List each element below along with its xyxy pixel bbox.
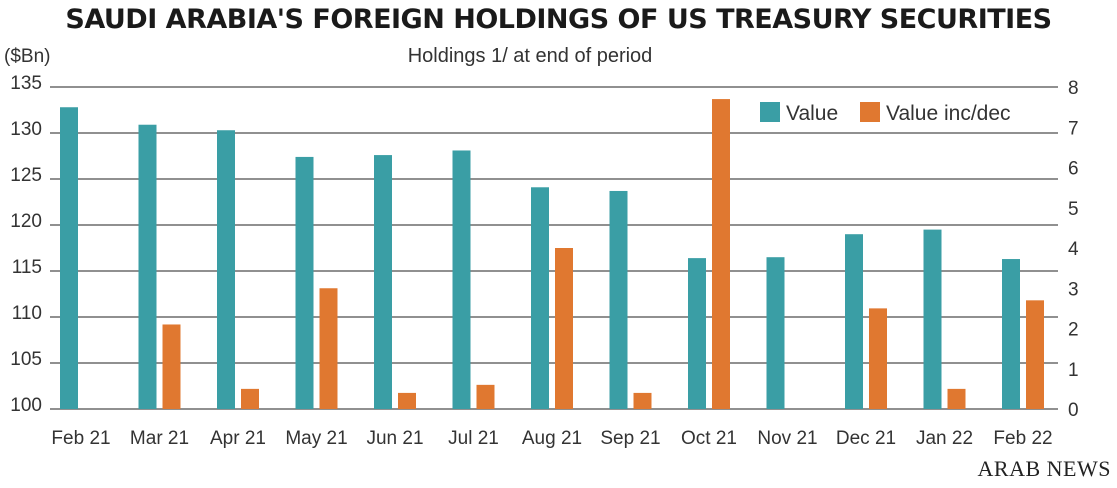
bar-value bbox=[374, 155, 392, 409]
bar-value bbox=[923, 229, 942, 409]
bar-value-inc-dec bbox=[712, 99, 730, 409]
y-tick-label-left: 125 bbox=[10, 165, 42, 186]
bar-value bbox=[531, 187, 549, 409]
x-tick-label: Aug 21 bbox=[522, 428, 582, 449]
y-tick-label-right: 8 bbox=[1068, 78, 1079, 99]
x-tick-label: Nov 21 bbox=[757, 428, 817, 449]
y-tick-label-right: 7 bbox=[1068, 118, 1079, 139]
bar-value bbox=[766, 257, 785, 409]
legend-label-value: Value bbox=[786, 102, 838, 125]
bar-value-inc-dec bbox=[398, 392, 416, 409]
legend-label-value-inc-dec: Value inc/dec bbox=[886, 102, 1011, 125]
y-tick-label-right: 6 bbox=[1068, 159, 1079, 180]
x-tick-label: Dec 21 bbox=[836, 428, 896, 449]
y-tick-label-left: 135 bbox=[10, 73, 42, 94]
bar-value bbox=[60, 107, 78, 410]
y-tick-label-right: 2 bbox=[1068, 320, 1079, 341]
bar-value bbox=[688, 258, 706, 409]
bar-value bbox=[609, 190, 628, 409]
bar-value-inc-dec bbox=[869, 308, 887, 409]
bar-value bbox=[452, 150, 471, 410]
brand-logo: ARAB NEWS bbox=[977, 456, 1111, 481]
legend-swatch-value bbox=[760, 102, 780, 122]
y-tick-label-right: 4 bbox=[1068, 239, 1079, 260]
y-tick-label-left: 110 bbox=[12, 303, 42, 324]
y-tick-label-right: 0 bbox=[1068, 400, 1079, 421]
x-tick-label: May 21 bbox=[285, 428, 347, 449]
y-tick-label-right: 1 bbox=[1068, 360, 1079, 381]
bar-value bbox=[217, 130, 235, 410]
x-tick-label: Sep 21 bbox=[600, 428, 660, 449]
bar-value-inc-dec bbox=[319, 288, 338, 409]
chart-title: SAUDI ARABIA'S FOREIGN HOLDINGS OF US TR… bbox=[65, 4, 1052, 35]
x-tick-label: Feb 21 bbox=[51, 428, 110, 449]
x-tick-label: Jun 21 bbox=[366, 428, 423, 449]
x-tick-label: Oct 21 bbox=[681, 428, 737, 449]
bar-value-inc-dec bbox=[476, 384, 495, 409]
bar-value bbox=[845, 234, 863, 409]
bar-value-inc-dec bbox=[241, 388, 259, 409]
y-tick-label-left: 100 bbox=[10, 395, 42, 416]
y-tick-label-left: 115 bbox=[12, 257, 42, 278]
bar-value-inc-dec bbox=[555, 248, 573, 409]
x-tick-label: Jul 21 bbox=[448, 428, 499, 449]
x-tick-label: Feb 22 bbox=[993, 428, 1052, 449]
y-tick-label-right: 3 bbox=[1068, 279, 1079, 300]
y-axis-label: ($Bn) bbox=[4, 46, 51, 67]
x-tick-label: Apr 21 bbox=[210, 428, 266, 449]
y-tick-label-left: 120 bbox=[10, 211, 42, 232]
bar-value-inc-dec bbox=[633, 392, 652, 409]
bar-value bbox=[295, 156, 314, 409]
bar-value-inc-dec bbox=[162, 324, 181, 409]
bar-value bbox=[138, 124, 157, 409]
y-tick-label-right: 5 bbox=[1068, 199, 1079, 220]
x-tick-label: Jan 22 bbox=[916, 428, 973, 449]
y-tick-label-left: 130 bbox=[10, 119, 42, 140]
y-tick-label-left: 105 bbox=[10, 349, 42, 370]
x-tick-label: Mar 21 bbox=[130, 428, 189, 449]
bar-value-inc-dec bbox=[1026, 300, 1044, 409]
legend-swatch-value-inc-dec bbox=[860, 102, 880, 122]
bar-value bbox=[1002, 259, 1020, 409]
chart-subtitle: Holdings 1/ at end of period bbox=[407, 45, 653, 67]
bar-value-inc-dec bbox=[947, 388, 966, 409]
